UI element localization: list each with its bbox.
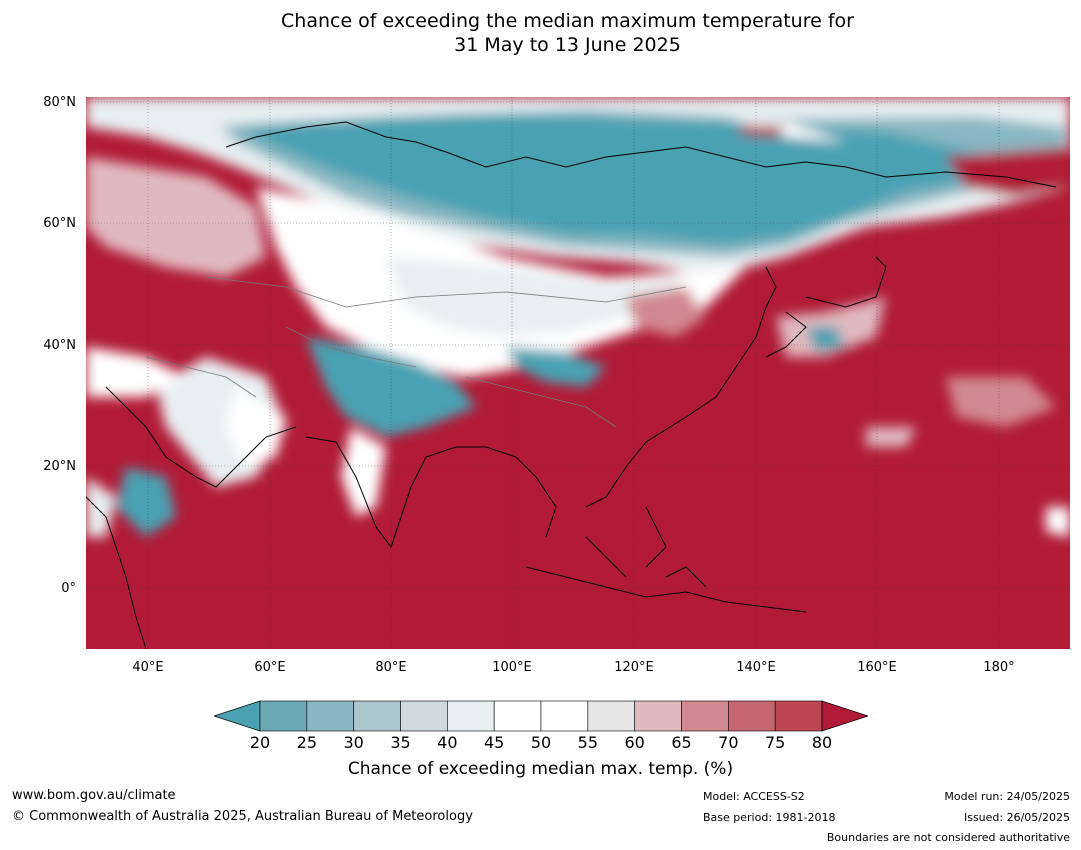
coastlines — [85, 121, 1057, 650]
colorbar-swatch — [353, 700, 401, 732]
colorbar-tick-label: 30 — [343, 733, 364, 752]
colorbar-swatch — [400, 700, 448, 732]
colorbar-below-triangle — [212, 700, 261, 732]
footer-model-run: Model run: 24/05/2025 — [944, 790, 1070, 803]
colorbar — [212, 700, 870, 732]
colorbar-tick-label: 25 — [296, 733, 317, 752]
lon-label-180: 180° — [983, 660, 1015, 675]
colorbar-tick-label: 60 — [624, 733, 645, 752]
lon-label-80e: 80°E — [375, 660, 407, 675]
footer-copyright: © Commonwealth of Australia 2025, Austra… — [12, 809, 473, 824]
colorbar-tick-label: 80 — [811, 733, 833, 752]
footer-model: Model: ACCESS-S2 — [703, 790, 805, 803]
colorbar-tick-label: 45 — [483, 733, 505, 752]
colorbar-tick-label: 40 — [437, 733, 458, 752]
probability-fields — [86, 97, 1070, 537]
colorbar-swatch — [306, 700, 354, 732]
colorbar-tick-label: 75 — [764, 733, 786, 752]
footer-base-period: Base period: 1981-2018 — [703, 811, 836, 824]
colorbar-swatch — [587, 700, 635, 732]
lon-label-40e: 40°E — [132, 660, 164, 675]
colorbar-tick-label: 65 — [671, 733, 692, 752]
map-svg — [85, 97, 1070, 650]
colorbar-swatch — [634, 700, 682, 732]
lat-label-0: 0° — [61, 581, 76, 596]
lon-label-160e: 160°E — [857, 660, 897, 675]
temperature-map — [85, 97, 1070, 650]
lon-label-120e: 120°E — [614, 660, 654, 675]
footer-disclaimer: Boundaries are not considered authoritat… — [826, 831, 1070, 844]
lon-label-140e: 140°E — [736, 660, 776, 675]
title-line-2: 31 May to 13 June 2025 — [454, 34, 681, 56]
colorbar-tick-label: 70 — [718, 733, 739, 752]
footer-issued: Issued: 26/05/2025 — [963, 811, 1070, 824]
colorbar-tick-label: 20 — [249, 733, 271, 752]
colorbar-tick-label: 55 — [577, 733, 598, 752]
colorbar-tick-label: 50 — [530, 733, 552, 752]
chart-title: Chance of exceeding the median maximum t… — [0, 9, 1081, 57]
colorbar-tick-label: 35 — [390, 733, 411, 752]
lat-label-40n: 40°N — [43, 338, 76, 353]
lon-label-100e: 100°E — [492, 660, 532, 675]
colorbar-title: Chance of exceeding median max. temp. (%… — [347, 759, 734, 779]
colorbar-swatch — [681, 700, 729, 732]
graticule — [86, 97, 1070, 649]
lat-label-80n: 80°N — [43, 95, 76, 110]
colorbar-swatch — [540, 700, 589, 732]
colorbar-svg — [212, 700, 870, 732]
lon-label-60e: 60°E — [254, 660, 286, 675]
footer-url[interactable]: www.bom.gov.au/climate — [12, 788, 176, 803]
country-borders — [145, 276, 687, 428]
colorbar-above-triangle — [821, 700, 870, 732]
lat-label-20n: 20°N — [43, 459, 76, 474]
colorbar-swatch — [493, 700, 542, 732]
title-line-1: Chance of exceeding the median maximum t… — [281, 10, 854, 32]
colorbar-swatch — [447, 700, 495, 732]
colorbar-swatch — [259, 700, 308, 732]
colorbar-swatch — [774, 700, 823, 732]
colorbar-swatch — [728, 700, 776, 732]
lat-label-60n: 60°N — [43, 216, 76, 231]
